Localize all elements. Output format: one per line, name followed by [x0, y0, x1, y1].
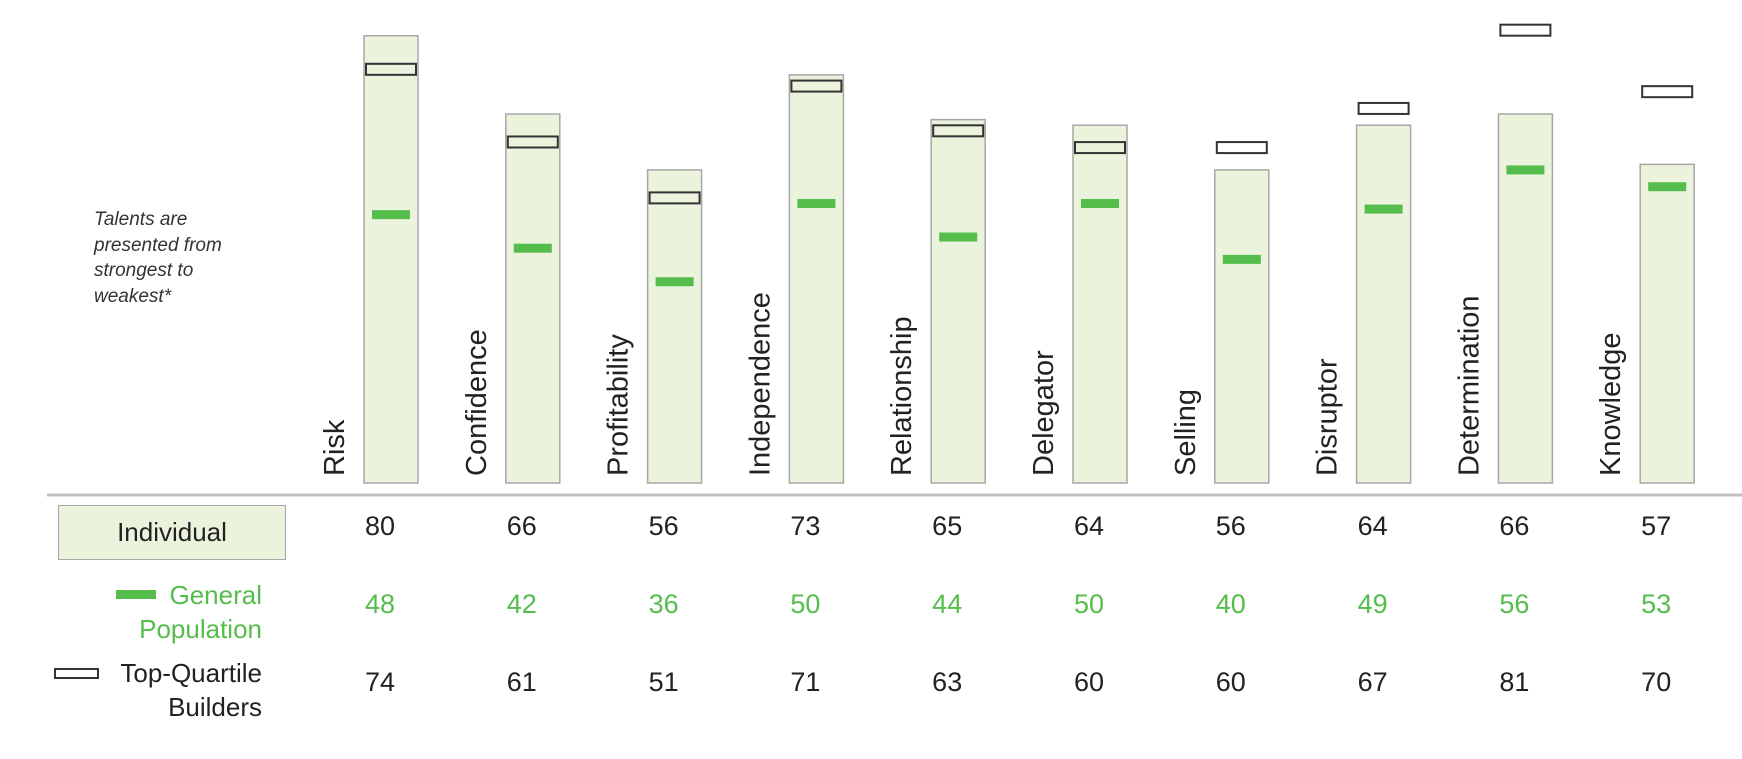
- category-label-knowledge: Knowledge: [1595, 333, 1627, 477]
- category-label-independence: Independence: [744, 292, 776, 476]
- top-quartile-marker-disruptor: [1357, 101, 1410, 115]
- general-population-marker-knowledge: [1648, 182, 1687, 192]
- bar-knowledge: [1639, 163, 1695, 484]
- individual-value-relationship: 65: [932, 511, 962, 541]
- individual-value-selling: 56: [1216, 511, 1246, 541]
- legend-top-quartile-label: Top-Quartile Builders: [120, 658, 262, 722]
- general-population-markers-layer: [372, 165, 1687, 287]
- category-label-determination: Determination: [1453, 295, 1485, 476]
- top-quartile-marker-risk: [365, 62, 417, 76]
- top-quartile-value-risk: 74: [365, 667, 395, 697]
- category-label-delegator: Delegator: [1028, 350, 1060, 476]
- bar-independence: [788, 74, 845, 484]
- bar-selling: [1214, 169, 1270, 484]
- top-quartile-marker-relationship: [932, 124, 985, 138]
- category-label-disruptor: Disruptor: [1312, 358, 1344, 476]
- general-population-value-delegator: 50: [1074, 589, 1104, 619]
- legend-general-population-label: General Population: [139, 580, 262, 644]
- top-quartile-marker-knowledge: [1641, 85, 1694, 99]
- top-quartile-marker-independence: [790, 79, 843, 93]
- bar-profitability: [646, 169, 703, 484]
- general-population-value-independence: 50: [790, 589, 820, 619]
- top-quartile-value-relationship: 63: [932, 667, 962, 697]
- individual-value-profitability: 56: [649, 511, 679, 541]
- general-population-marker-profitability: [655, 277, 694, 287]
- general-population-marker-selling: [1222, 254, 1261, 264]
- top-quartile-marker-confidence: [506, 135, 559, 149]
- individual-value-knowledge: 57: [1641, 511, 1671, 541]
- top-quartile-value-selling: 60: [1216, 667, 1246, 697]
- individual-value-independence: 73: [790, 511, 820, 541]
- general-population-marker-disruptor: [1364, 204, 1403, 214]
- individual-bars-layer: [363, 35, 1695, 484]
- general-population-marker-delegator: [1081, 198, 1119, 208]
- top-quartile-value-profitability: 51: [649, 667, 679, 697]
- individual-value-risk: 80: [365, 511, 395, 541]
- general-population-value-disruptor: 49: [1358, 589, 1388, 619]
- value-table-layer: 80 48 74 66 42 61 56 36 51 73 50 71 65 44 63 64 50 60 56 40…: [365, 511, 1671, 697]
- individual-value-confidence: 66: [507, 511, 537, 541]
- individual-value-disruptor: 64: [1358, 511, 1388, 541]
- category-labels-layer: Risk Confidence Profitability Independence R…: [319, 292, 1627, 476]
- bar-confidence: [505, 113, 561, 484]
- top-quartile-marker-selling: [1215, 141, 1268, 155]
- legend-general-population-swatch: [116, 590, 156, 599]
- ordering-note: Talents are presented from strongest to …: [94, 209, 222, 307]
- general-population-value-profitability: 36: [649, 589, 679, 619]
- category-label-relationship: Relationship: [886, 316, 918, 476]
- category-label-risk: Risk: [319, 419, 351, 476]
- legend-top-quartile-swatch: [54, 668, 99, 679]
- top-quartile-marker-delegator: [1074, 141, 1126, 155]
- general-population-marker-relationship: [939, 232, 978, 242]
- category-label-confidence: Confidence: [461, 329, 493, 476]
- legend-individual-label: Individual: [117, 517, 227, 547]
- general-population-value-risk: 48: [365, 589, 395, 619]
- bar-disruptor: [1355, 124, 1412, 484]
- general-population-value-knowledge: 53: [1641, 589, 1671, 619]
- top-quartile-value-delegator: 60: [1074, 667, 1104, 697]
- general-population-value-relationship: 44: [932, 589, 962, 619]
- general-population-value-confidence: 42: [507, 589, 537, 619]
- top-quartile-value-determination: 81: [1499, 667, 1529, 697]
- top-quartile-marker-profitability: [648, 191, 701, 205]
- individual-value-delegator: 64: [1074, 511, 1104, 541]
- category-label-selling: Selling: [1170, 389, 1202, 476]
- individual-value-determination: 66: [1499, 511, 1529, 541]
- general-population-value-determination: 56: [1499, 589, 1529, 619]
- bar-delegator: [1072, 124, 1128, 484]
- general-population-value-selling: 40: [1216, 589, 1246, 619]
- top-quartile-value-independence: 71: [790, 667, 820, 697]
- bar-risk: [363, 35, 419, 484]
- general-population-marker-independence: [797, 198, 836, 208]
- top-quartile-value-confidence: 61: [507, 667, 537, 697]
- bar-determination: [1497, 113, 1554, 484]
- top-quartile-value-disruptor: 67: [1358, 667, 1388, 697]
- top-quartile-value-knowledge: 70: [1641, 667, 1671, 697]
- general-population-marker-risk: [372, 210, 410, 220]
- legend-individual: Individual: [58, 505, 286, 560]
- general-population-marker-confidence: [513, 243, 552, 253]
- top-quartile-marker-determination: [1499, 23, 1552, 37]
- general-population-marker-determination: [1506, 165, 1545, 175]
- bar-relationship: [930, 118, 986, 484]
- category-label-profitability: Profitability: [603, 334, 635, 476]
- top-quartile-markers-layer: [365, 23, 1694, 205]
